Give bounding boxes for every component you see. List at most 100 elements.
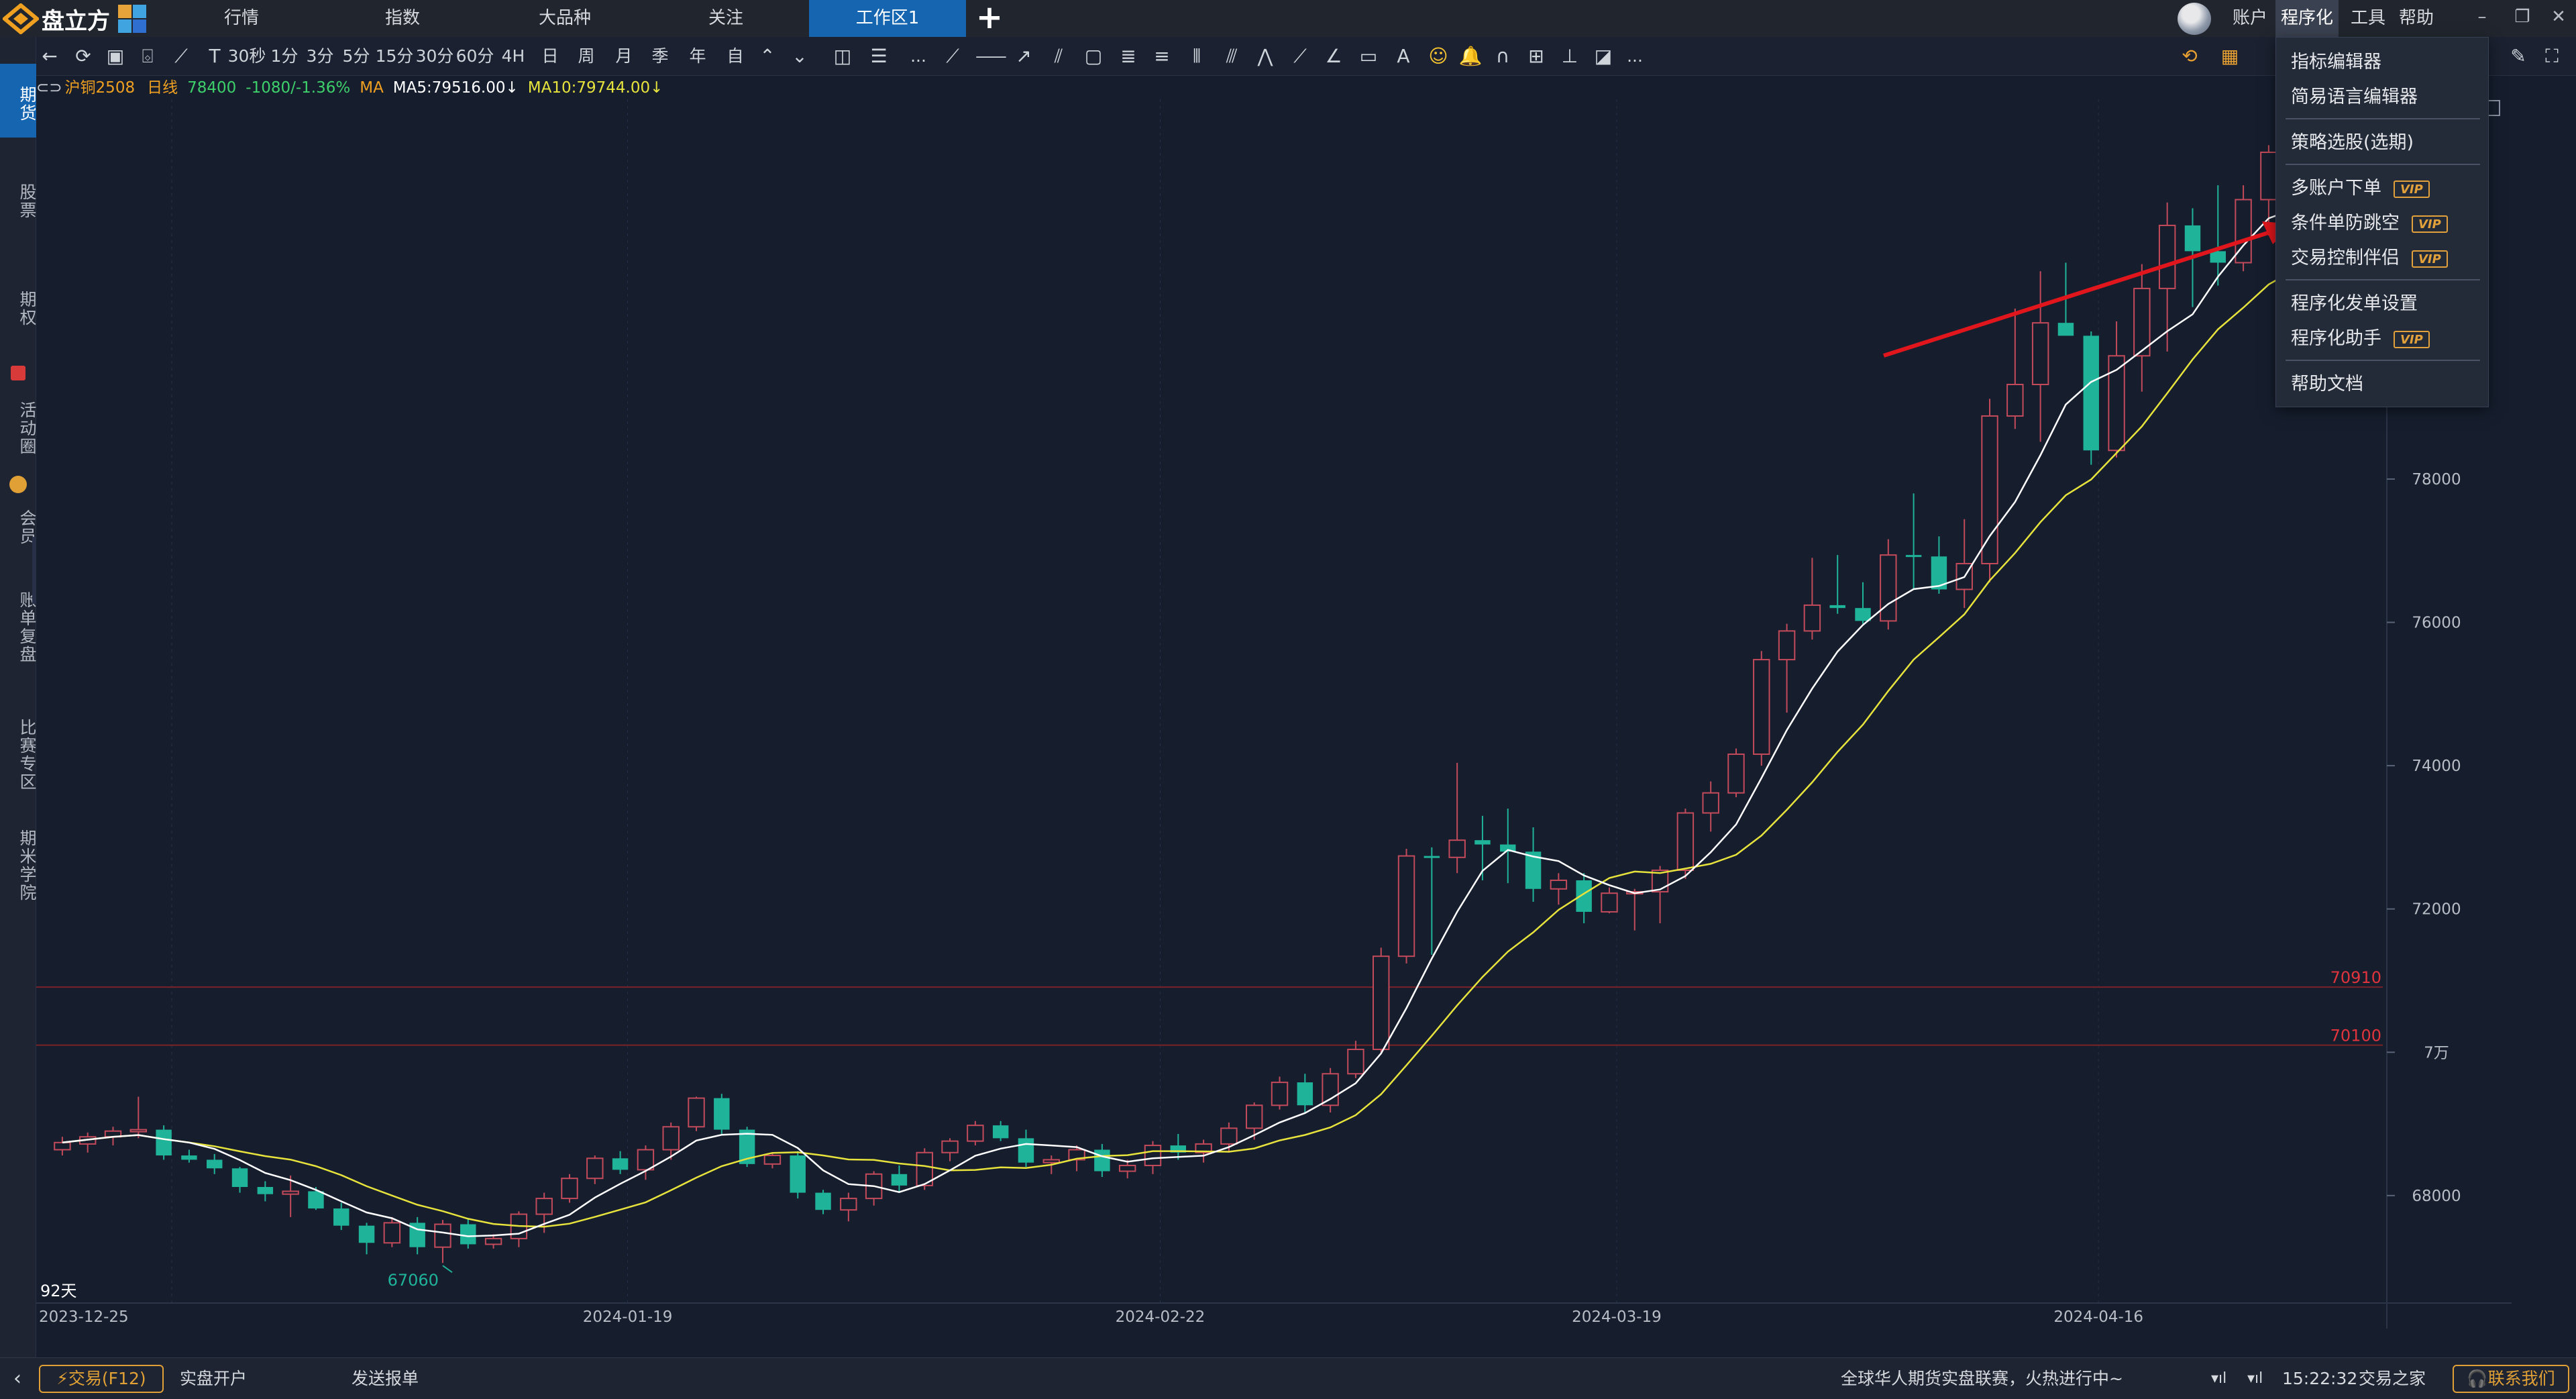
period-custom[interactable]: 自 bbox=[727, 46, 744, 66]
minimize-icon[interactable]: – bbox=[2477, 7, 2487, 27]
magnet-icon[interactable]: ∩ bbox=[1495, 45, 1510, 67]
menu-item-programmatic-assistant[interactable]: 程序化助手 VIP bbox=[2291, 322, 2430, 356]
sidebar-item-bill-review[interactable]: 账单复盘 bbox=[17, 591, 37, 664]
emoji-icon[interactable]: ☺ bbox=[1428, 45, 1448, 67]
period-15m[interactable]: 15分 bbox=[375, 46, 414, 66]
add-tab-icon[interactable]: + bbox=[975, 0, 1004, 36]
period-30s[interactable]: 30秒 bbox=[227, 46, 266, 66]
back-arrow-icon[interactable]: ← bbox=[42, 45, 58, 67]
menu-item-strategy-screener[interactable]: 策略选股(选期) bbox=[2291, 126, 2414, 160]
grid-icon[interactable]: ⊞ bbox=[1528, 45, 1544, 67]
draw-cycle-icon[interactable]: ⦀ bbox=[1192, 45, 1201, 67]
menu-item-multi-account-order[interactable]: 多账户下单 VIP bbox=[2291, 172, 2430, 205]
period-1m[interactable]: 1分 bbox=[270, 46, 299, 66]
pen-icon[interactable]: ✎ bbox=[2510, 45, 2526, 67]
menu-item-simple-language-editor[interactable]: 简易语言编辑器 bbox=[2291, 81, 2418, 114]
draw-channel-icon[interactable]: ≣ bbox=[1120, 45, 1136, 67]
period-5m[interactable]: 5分 bbox=[342, 46, 370, 66]
y-tick-label: 68000 bbox=[2412, 1188, 2461, 1205]
candle-body-down bbox=[1094, 1149, 1110, 1172]
sidebar-item-futures[interactable]: 期货 bbox=[0, 64, 37, 138]
toolbar-more[interactable]: ... bbox=[910, 46, 926, 66]
real-account-link[interactable]: 实盘开户 bbox=[180, 1369, 248, 1388]
menu-item-conditional-order-gap[interactable]: 条件单防跳空 VIP bbox=[2291, 207, 2448, 240]
zoom-out-chevron-icon[interactable]: ⌄ bbox=[792, 45, 808, 67]
close-icon[interactable]: ✕ bbox=[2551, 7, 2566, 27]
draw-parallel-icon[interactable]: ⫽ bbox=[1054, 45, 1063, 67]
refresh-icon[interactable]: ⟳ bbox=[75, 45, 91, 67]
draw-angle-icon[interactable]: ∠ bbox=[1325, 45, 1342, 67]
draw-ruler-icon[interactable]: ▭ bbox=[1359, 45, 1378, 67]
period-day[interactable]: 日 bbox=[541, 46, 559, 66]
split-horizontal-icon[interactable]: ☰ bbox=[870, 45, 888, 67]
candle-body-up bbox=[2108, 355, 2125, 452]
alert-bell-icon[interactable]: 🔔 bbox=[1458, 45, 1483, 67]
period-60m[interactable]: 60分 bbox=[455, 46, 494, 66]
indicator-select[interactable]: MA bbox=[360, 79, 384, 97]
symbol-name[interactable]: 沪铜2508 bbox=[64, 79, 136, 97]
tab-index[interactable]: 指数 bbox=[384, 8, 420, 28]
sidebar-item-activity[interactable]: 活动圈 bbox=[17, 401, 37, 456]
tab-market[interactable]: 行情 bbox=[223, 8, 259, 28]
sidebar-item-competition[interactable]: 比赛专区 bbox=[17, 719, 37, 791]
draw-wave-icon[interactable]: ⋀ bbox=[1257, 45, 1273, 67]
candle-body-up bbox=[383, 1222, 401, 1244]
sidebar-item-qimi-academy[interactable]: 期米学院 bbox=[17, 829, 37, 902]
ticker-message[interactable]: 全球华人期货实盘联赛，火热进行中~ bbox=[1841, 1369, 2123, 1388]
draw-gann-icon[interactable]: ⫻ bbox=[1226, 45, 1238, 67]
open-folder-icon[interactable]: ⌺ bbox=[142, 45, 154, 67]
menu-help[interactable]: 帮助 bbox=[2399, 8, 2434, 28]
anchor-icon[interactable]: ⊥ bbox=[1561, 45, 1578, 67]
menu-item-order-settings[interactable]: 程序化发单设置 bbox=[2291, 287, 2418, 321]
period-year[interactable]: 年 bbox=[689, 46, 706, 66]
period-30m[interactable]: 30分 bbox=[415, 46, 454, 66]
draw-text-icon[interactable]: A bbox=[1397, 45, 1410, 67]
menu-account[interactable]: 账户 bbox=[2233, 8, 2268, 28]
candle-body-down bbox=[2184, 225, 2201, 252]
replay-icon[interactable]: ⟲ bbox=[2182, 45, 2198, 67]
sidebar-item-member[interactable]: 会员 bbox=[17, 509, 37, 546]
toolbar-more-2[interactable]: ... bbox=[1627, 46, 1643, 66]
collapse-left-icon[interactable]: ‹ bbox=[13, 1367, 21, 1390]
draw-segment-icon[interactable]: ⟋ bbox=[946, 45, 959, 67]
user-avatar[interactable] bbox=[2178, 3, 2211, 35]
calendar-icon[interactable]: ▦ bbox=[2220, 45, 2239, 67]
period-3m[interactable]: 3分 bbox=[306, 46, 334, 66]
draw-fib-icon[interactable]: ≡ bbox=[1154, 45, 1170, 67]
trade-button[interactable]: ⚡交易(F12) bbox=[39, 1365, 164, 1393]
menu-item-help-docs[interactable]: 帮助文档 bbox=[2291, 368, 2363, 401]
fullscreen-icon[interactable]: ⛶ bbox=[2545, 45, 2559, 67]
trade-home-link[interactable]: 交易之家 bbox=[2359, 1369, 2426, 1388]
period-week[interactable]: 周 bbox=[578, 46, 595, 66]
tab-major-varieties[interactable]: 大品种 bbox=[538, 8, 591, 28]
period-month[interactable]: 月 bbox=[615, 46, 633, 66]
candle-body-up bbox=[484, 1237, 502, 1245]
send-report-link[interactable]: 发送报单 bbox=[352, 1369, 419, 1388]
sidebar-item-options[interactable]: 期权 bbox=[17, 291, 37, 327]
menu-tools[interactable]: 工具 bbox=[2351, 8, 2386, 28]
tab-watchlist[interactable]: 关注 bbox=[708, 8, 743, 28]
draw-ray-icon[interactable]: ↗ bbox=[1016, 45, 1032, 67]
menu-item-indicator-editor[interactable]: 指标编辑器 bbox=[2291, 46, 2381, 79]
candle-body-down bbox=[739, 1129, 755, 1164]
zoom-in-chevron-icon[interactable]: ⌃ bbox=[759, 45, 775, 67]
text-tool-icon[interactable]: T bbox=[209, 45, 221, 67]
draw-rect-icon[interactable]: ▢ bbox=[1084, 45, 1103, 67]
link-icon[interactable]: ⊂⊃ bbox=[36, 79, 62, 97]
menu-programmatic[interactable]: 程序化 bbox=[2275, 0, 2339, 37]
contact-us-button[interactable]: 🎧联系我们 bbox=[2453, 1365, 2569, 1393]
eraser-icon[interactable]: ◪ bbox=[1594, 45, 1613, 67]
period-4h[interactable]: 4H bbox=[501, 46, 525, 66]
tab-workspace-1[interactable]: 工作区1 bbox=[809, 0, 966, 37]
draw-fan-icon[interactable]: ⟋ bbox=[1293, 45, 1307, 67]
save-icon[interactable]: ▣ bbox=[106, 45, 125, 67]
period-quarter[interactable]: 季 bbox=[651, 46, 669, 66]
split-vertical-icon[interactable]: ◫ bbox=[833, 45, 852, 67]
line-chart-icon[interactable]: ⟋ bbox=[174, 45, 188, 67]
sidebar-item-stocks[interactable]: 股票 bbox=[17, 183, 37, 219]
maximize-icon[interactable]: ❐ bbox=[2514, 7, 2530, 27]
candlestick-chart[interactable]: 7091070100680007万720007400076000780008万8… bbox=[36, 99, 2512, 1329]
period-select[interactable]: 日线 bbox=[147, 79, 178, 97]
draw-hline-icon[interactable]: ⸺ bbox=[975, 45, 1007, 67]
menu-item-trade-control-companion[interactable]: 交易控制伴侣 VIP bbox=[2291, 242, 2448, 275]
